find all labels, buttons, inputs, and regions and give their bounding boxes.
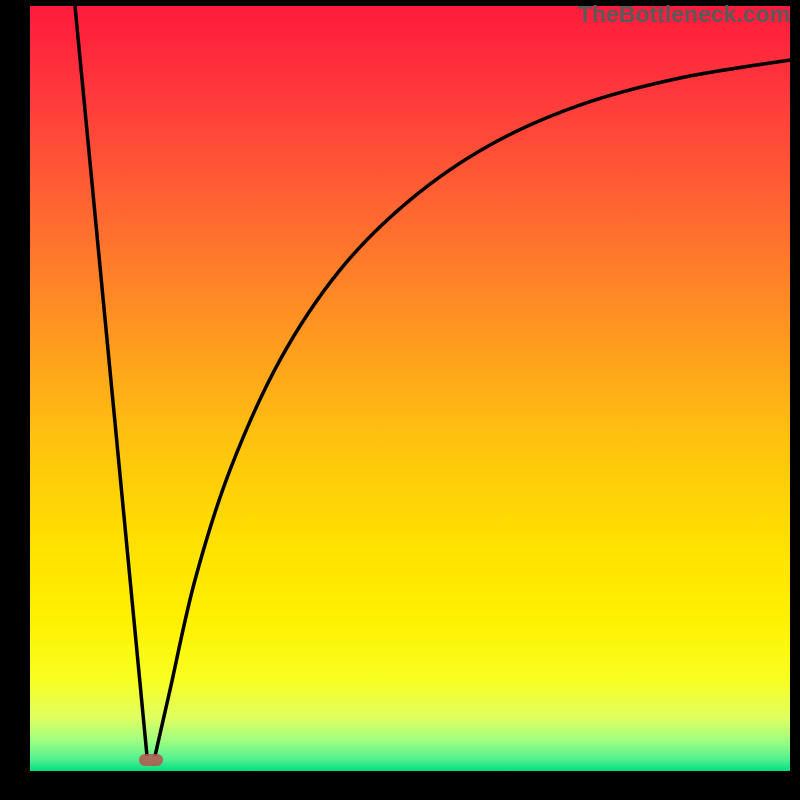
bottleneck-chart: TheBottleneck.com [0, 0, 800, 800]
plot-background [30, 6, 790, 771]
minimum-marker [139, 754, 163, 766]
chart-svg [0, 0, 800, 800]
watermark-text: TheBottleneck.com [578, 1, 790, 28]
